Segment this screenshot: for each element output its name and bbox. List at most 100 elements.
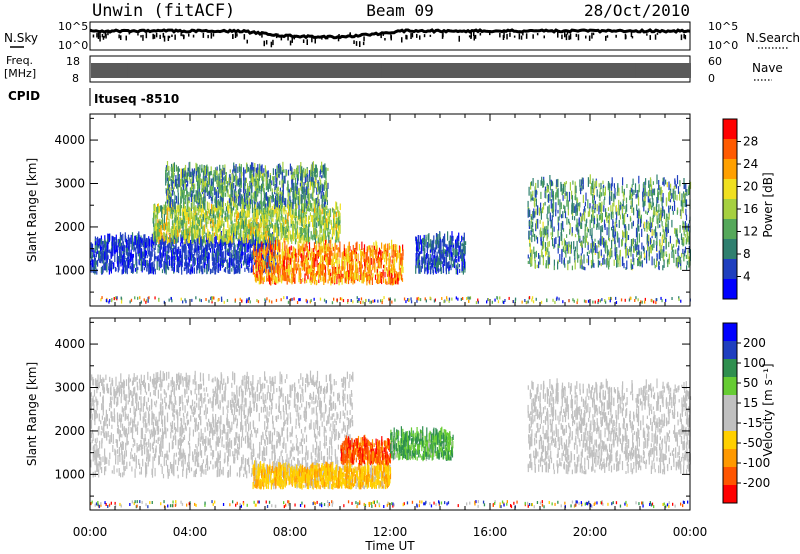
- scatter-cell: [295, 169, 297, 175]
- scatter-cell: [253, 175, 255, 182]
- scatter-cell: [281, 191, 283, 196]
- scatter-cell: [313, 188, 315, 193]
- scatter-cell: [307, 249, 309, 258]
- scatter-cell: [268, 219, 270, 227]
- scatter-cell: [241, 249, 243, 254]
- noise-search-point: [543, 35, 545, 39]
- scatter-cell: [228, 257, 230, 268]
- scatter-cell: [226, 259, 228, 270]
- scatter-cell: [281, 260, 283, 265]
- scatter-cell: [229, 197, 231, 206]
- scatter-cell: [91, 257, 93, 262]
- noise-search-point: [442, 32, 444, 38]
- scatter-cell: [269, 195, 271, 202]
- scatter-cell: [137, 233, 139, 242]
- scatter-cell: [341, 276, 343, 285]
- scatter-cell: [206, 238, 209, 245]
- scatter-cell: [320, 228, 322, 233]
- scatter-cell: [205, 232, 207, 238]
- scatter-cell: [286, 228, 289, 232]
- scatter-cell: [134, 267, 136, 272]
- scatter-cell: [309, 180, 311, 190]
- scatter-cell: [216, 200, 218, 208]
- scatter-cell: [175, 239, 177, 250]
- scatter-cell: [173, 201, 175, 209]
- scatter-cell: [321, 264, 323, 271]
- scatter-cell: [213, 265, 215, 271]
- scatter-cell: [323, 233, 325, 242]
- scatter-cell: [196, 179, 199, 186]
- noise-search-point: [363, 36, 365, 42]
- scatter-cell: [195, 168, 197, 179]
- scatter-cell: [107, 255, 109, 260]
- scatter-cell: [244, 254, 247, 263]
- scatter-cell: [213, 170, 215, 177]
- scatter-cell: [370, 253, 372, 257]
- scatter-cell: [401, 278, 404, 282]
- scatter-cell: [305, 216, 307, 224]
- scatter-cell: [273, 205, 276, 215]
- noise-search-point: [163, 35, 166, 42]
- scatter-cell: [144, 259, 147, 266]
- scatter-cell: [177, 185, 179, 191]
- scatter-cell: [246, 254, 248, 259]
- scatter-cell: [163, 240, 165, 248]
- scatter-cell: [178, 174, 180, 179]
- scatter-cell: [221, 245, 223, 251]
- scatter-cell: [118, 241, 121, 247]
- scatter-cell: [249, 223, 251, 231]
- scatter-cell: [245, 197, 247, 207]
- scatter-cell: [205, 255, 207, 261]
- scatter-cell: [316, 212, 318, 222]
- scatter-cell: [201, 168, 203, 173]
- scatter-cell: [189, 161, 191, 172]
- scatter-cell: [247, 188, 249, 196]
- scatter-cell: [213, 210, 215, 219]
- scatter-cell: [237, 251, 239, 260]
- scatter-cell: [292, 171, 294, 177]
- scatter-cell: [180, 196, 182, 204]
- scatter-cell: [220, 220, 222, 228]
- scatter-cell: [183, 233, 185, 239]
- scatter-cell: [280, 232, 282, 240]
- scatter-cell: [224, 210, 226, 216]
- scatter-cell: [186, 197, 188, 202]
- scatter-cell: [264, 192, 266, 200]
- scatter-cell: [243, 175, 245, 184]
- scatter-cell: [102, 251, 104, 259]
- scatter-cell: [187, 262, 189, 268]
- scatter-cell: [272, 274, 274, 280]
- scatter-cell: [255, 260, 257, 269]
- scatter-cell: [315, 197, 318, 204]
- scatter-cell: [292, 225, 294, 236]
- scatter-cell: [267, 235, 269, 244]
- scatter-cell: [243, 167, 245, 178]
- scatter-cell: [161, 269, 164, 274]
- scatter-cell: [210, 209, 212, 216]
- scatter-cell: [95, 252, 97, 257]
- scatter-cell: [220, 195, 222, 201]
- noise-search-point: [140, 35, 142, 38]
- scatter-cell: [241, 194, 243, 201]
- scatter-cell: [311, 170, 313, 180]
- scatter-cell: [292, 190, 294, 198]
- noise-search-point: [167, 35, 170, 41]
- scatter-cell: [141, 239, 143, 243]
- scatter-cell: [258, 259, 260, 267]
- scatter-cell: [175, 214, 177, 223]
- scatter-cell: [281, 206, 283, 213]
- scatter-cell: [265, 178, 267, 186]
- scatter-cell: [225, 206, 227, 212]
- scatter-cell: [334, 222, 336, 228]
- scatter-cell: [167, 260, 169, 270]
- scatter-cell: [254, 207, 256, 215]
- scatter-cell: [234, 212, 236, 218]
- scatter-cell: [334, 210, 336, 214]
- scatter-cell: [330, 277, 332, 283]
- scatter-cell: [276, 197, 278, 202]
- scatter-cell: [330, 219, 332, 225]
- scatter-cell: [227, 201, 229, 206]
- scatter-cell: [292, 194, 295, 199]
- scatter-cell: [229, 207, 231, 214]
- scatter-cell: [310, 181, 312, 186]
